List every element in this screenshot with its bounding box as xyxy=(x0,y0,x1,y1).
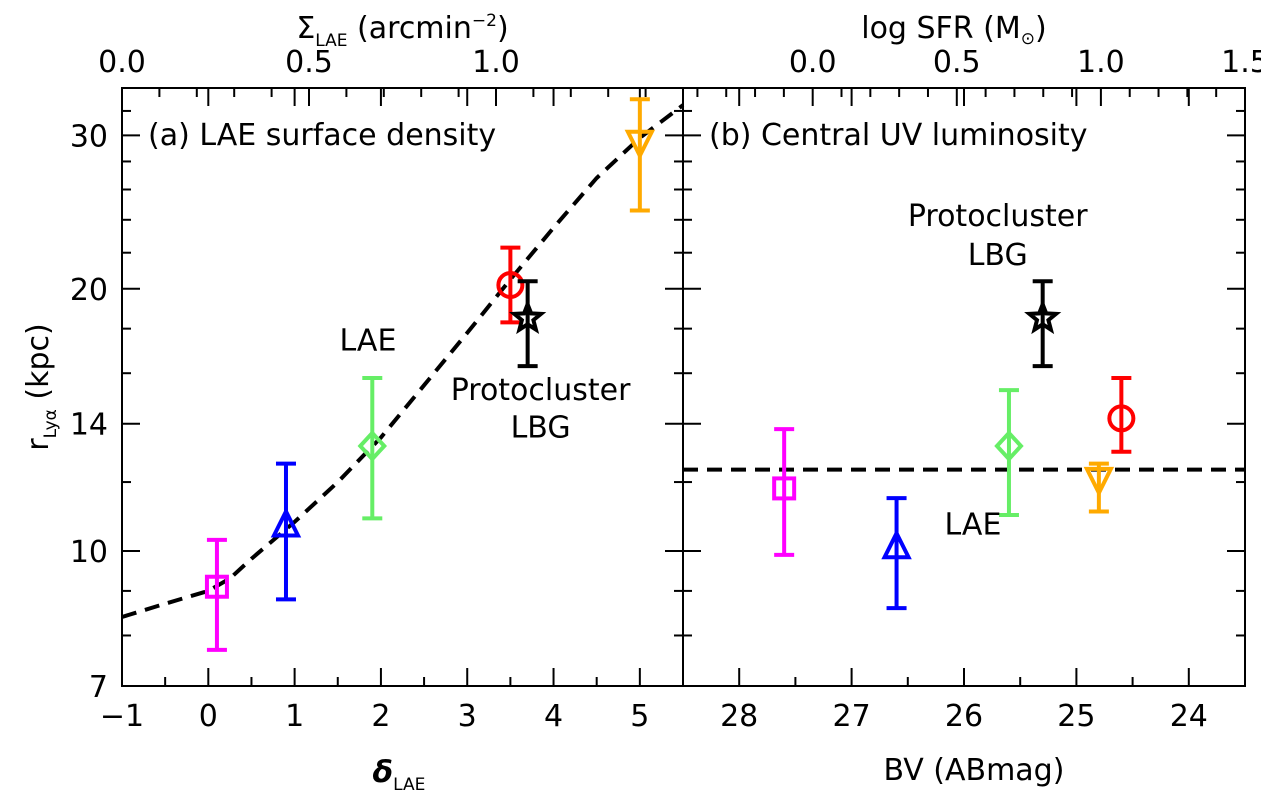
x-tick-label: 28 xyxy=(720,699,758,734)
x2-tick-label: 0.0 xyxy=(98,45,146,80)
marker-circle-3 xyxy=(496,271,525,300)
x2-axis-title: ΣLAE (arcmin−2) xyxy=(296,11,508,51)
y-tick-label: 30 xyxy=(70,119,108,154)
data-point-circle xyxy=(496,245,525,325)
marker-square-0 xyxy=(772,476,797,501)
x-axis-subscript: LAE xyxy=(393,775,425,790)
marker-star-5 xyxy=(1024,298,1062,335)
x2-tick-label: 0.5 xyxy=(933,45,981,80)
y-tick-label: 20 xyxy=(70,273,108,308)
data-point-triangle-up xyxy=(270,461,302,602)
x-tick-label: 24 xyxy=(1170,699,1208,734)
x2-axis-subscript: LAE xyxy=(315,31,347,51)
x-tick-label: 5 xyxy=(630,699,649,734)
annotation-lae: LAE xyxy=(945,507,1002,542)
marker-star-4 xyxy=(509,298,547,335)
y-axis-unit: (kpc) xyxy=(21,323,56,409)
x-axis-symbol: δ xyxy=(373,755,394,790)
annotation-lbg: LBG xyxy=(968,238,1028,273)
x2-axis-symbol: Σ xyxy=(296,11,315,46)
x-tick-label: 25 xyxy=(1057,699,1095,734)
data-point-square xyxy=(772,427,797,557)
data-point-circle xyxy=(1107,375,1136,454)
x2-axis-unit: (arcmin xyxy=(348,11,472,46)
annotation-protocluster: Protocluster xyxy=(908,199,1088,234)
data-point-star xyxy=(1024,279,1062,369)
marker-circle-3 xyxy=(1107,404,1136,433)
marker-diamond-2 xyxy=(994,430,1024,462)
data-point-diamond xyxy=(357,375,388,521)
x-tick-label: 1 xyxy=(285,699,304,734)
x-tick-label: 3 xyxy=(458,699,477,734)
x2-tick-label: 1.0 xyxy=(1077,45,1125,80)
x-axis-title: δLAE xyxy=(373,755,426,790)
y-axis-title: rLyα (kpc) xyxy=(21,323,61,450)
panel-b: 28 27 26 25 24 0.0 0.5 1.0 1.5 (b) Central UV lum… xyxy=(682,11,1261,788)
panel-a: −1 0 1 2 3 4 5 0.0 0.5 1.0 7 10 14 20 30 (a) LAE surfac… xyxy=(21,11,685,795)
x-tick-label: 2 xyxy=(371,699,390,734)
x-tick-label: −1 xyxy=(100,699,144,734)
x-tick-label: 0 xyxy=(199,699,218,734)
x-tick-label: 27 xyxy=(833,699,871,734)
data-point-star xyxy=(509,279,547,369)
x2-axis-sun: ⊙ xyxy=(1021,29,1035,49)
y-axis-symbol: r xyxy=(21,438,56,451)
x2-tick-label: 0.0 xyxy=(789,45,837,80)
marker-triangle-up-1 xyxy=(270,506,302,538)
x2-axis-title: log SFR (M⊙) xyxy=(861,11,1047,49)
data-point-triangle-up xyxy=(881,496,912,611)
data-point-triangle-down xyxy=(624,97,656,213)
y-tick-label: 10 xyxy=(70,535,108,570)
y-tick-label: 14 xyxy=(70,408,108,443)
annotation-lbg: LBG xyxy=(511,410,571,445)
x2-tick-label: 1.5 xyxy=(1221,45,1261,80)
marker-triangle-down-4 xyxy=(1083,466,1115,498)
x2-axis-close: ) xyxy=(1035,11,1047,46)
x2-tick-label: 0.5 xyxy=(285,45,333,80)
x-axis-title: BV (ABmag) xyxy=(884,753,1065,788)
annotation-protocluster: Protocluster xyxy=(451,373,631,408)
x-tick-label: 26 xyxy=(945,699,983,734)
x2-tick-label: 1.0 xyxy=(472,45,520,80)
x2-axis-exponent: −2 xyxy=(472,11,497,31)
x2-axis-text: log SFR (M xyxy=(861,11,1021,46)
marker-square-0 xyxy=(204,574,229,599)
y-tick-label: 7 xyxy=(89,670,108,705)
fit-line xyxy=(121,103,685,619)
x-tick-label: 4 xyxy=(544,699,563,734)
data-point-diamond xyxy=(994,388,1024,517)
data-point-square xyxy=(204,537,229,652)
marker-triangle-up-1 xyxy=(881,528,912,560)
y-axis-subscript: Lyα xyxy=(41,409,61,438)
panel-a-title: (a) LAE surface density xyxy=(148,118,496,153)
panel-b-title: (b) Central UV luminosity xyxy=(709,118,1088,153)
x2-axis-unit-close: ) xyxy=(497,11,509,46)
panel-b-frame xyxy=(682,87,1246,687)
data-point-triangle-down xyxy=(1083,461,1115,514)
annotation-lae: LAE xyxy=(340,323,397,358)
marker-triangle-down-5 xyxy=(624,129,656,161)
marker-diamond-2 xyxy=(357,430,388,462)
